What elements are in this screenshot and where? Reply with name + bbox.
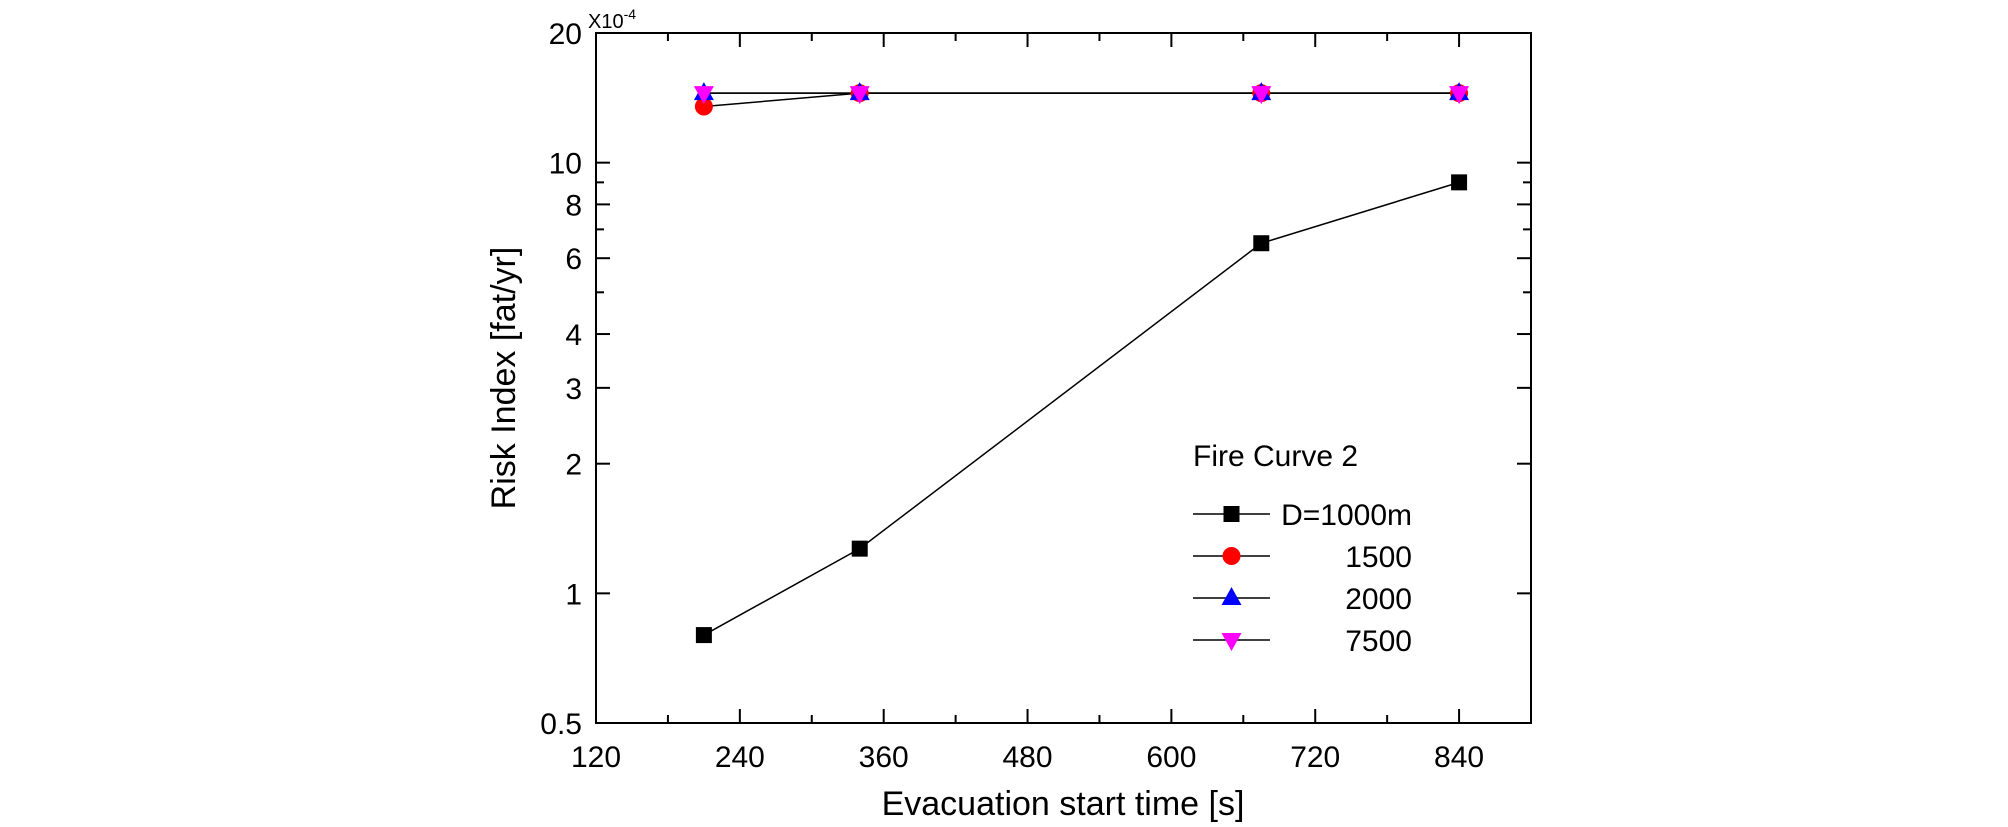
y-multiplier-base: X10 bbox=[588, 11, 624, 33]
y-tick-label: 8 bbox=[565, 189, 582, 222]
y-multiplier: X10-4 bbox=[588, 6, 636, 33]
data-point bbox=[1449, 86, 1470, 105]
series-markers-1 bbox=[694, 84, 1469, 116]
y-tick-label: 4 bbox=[565, 319, 582, 352]
y-tick-label: 1 bbox=[565, 578, 582, 611]
legend-label: 7500 bbox=[1345, 625, 1412, 658]
x-tick-label: 480 bbox=[1003, 741, 1053, 774]
legend: Fire Curve 2 D=1000m 1500 2000 7500 bbox=[1193, 440, 1412, 658]
plot-frame bbox=[595, 32, 1532, 724]
legend-item: 1500 bbox=[1193, 541, 1412, 574]
data-point bbox=[695, 627, 712, 644]
y-axis-title: Risk Index [fat/yr] bbox=[485, 247, 523, 510]
series-1 bbox=[703, 92, 1460, 108]
y-tick-label: 3 bbox=[565, 373, 582, 406]
data-point bbox=[1251, 86, 1272, 105]
series-markers-3 bbox=[693, 86, 1470, 105]
axis-ticks: 120 240 360 480 600 720 840 0.5 1 2 3 4 6 8 10 20 bbox=[540, 18, 1531, 774]
y-tick-label: 0.5 bbox=[540, 708, 582, 741]
legend-label: 2000 bbox=[1345, 583, 1412, 616]
series-layer bbox=[693, 82, 1470, 644]
data-point bbox=[1451, 174, 1468, 191]
y-tick-label: 20 bbox=[549, 18, 582, 51]
x-tick-label: 600 bbox=[1146, 741, 1196, 774]
data-point bbox=[849, 86, 870, 105]
x-tick-label: 360 bbox=[859, 741, 909, 774]
data-point bbox=[693, 86, 714, 105]
legend-item: 2000 bbox=[1193, 583, 1412, 616]
legend-marker bbox=[1221, 633, 1242, 651]
x-tick-label: 840 bbox=[1434, 741, 1484, 774]
data-point bbox=[851, 540, 868, 557]
series-line bbox=[703, 181, 1460, 636]
legend-label: 1500 bbox=[1345, 541, 1412, 574]
legend-title: Fire Curve 2 bbox=[1193, 440, 1358, 473]
series-0 bbox=[703, 181, 1460, 636]
series-markers-0 bbox=[695, 174, 1468, 644]
legend-marker bbox=[1223, 506, 1240, 522]
x-tick-label: 120 bbox=[571, 741, 621, 774]
y-tick-label: 10 bbox=[549, 148, 582, 181]
legend-marker bbox=[1222, 547, 1241, 565]
data-point bbox=[694, 97, 713, 116]
legend-marker bbox=[1221, 587, 1242, 605]
x-tick-label: 240 bbox=[715, 741, 765, 774]
y-multiplier-exponent: -4 bbox=[624, 6, 637, 22]
series-line bbox=[703, 92, 1460, 108]
legend-item: 7500 bbox=[1193, 625, 1412, 658]
y-tick-label: 2 bbox=[565, 449, 582, 482]
x-tick-label: 720 bbox=[1290, 741, 1340, 774]
legend-item: D=1000m bbox=[1193, 499, 1412, 532]
data-point bbox=[1253, 235, 1270, 252]
y-tick-label: 6 bbox=[565, 243, 582, 276]
x-axis-title: Evacuation start time [s] bbox=[882, 785, 1245, 823]
legend-label: D=1000m bbox=[1281, 499, 1412, 532]
